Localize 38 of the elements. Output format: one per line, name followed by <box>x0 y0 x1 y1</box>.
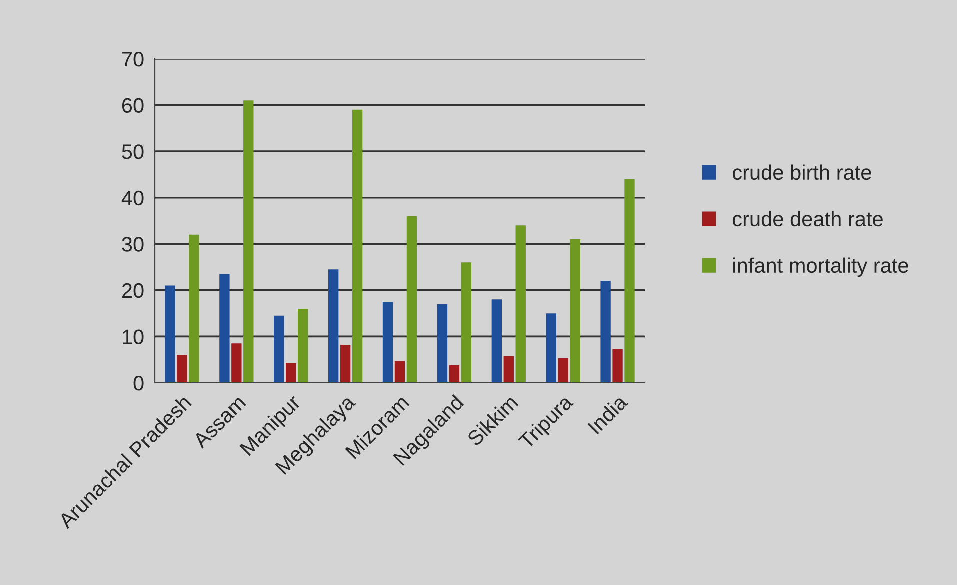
legend-label: infant mortality rate <box>734 258 908 278</box>
bar <box>570 240 580 383</box>
bar <box>624 179 635 383</box>
bar <box>340 345 351 383</box>
bar <box>461 262 472 383</box>
bar <box>504 356 514 383</box>
bar <box>600 281 611 383</box>
bar <box>328 270 339 383</box>
bar <box>546 314 556 383</box>
legend-label: crude birth rate <box>733 164 872 180</box>
bar <box>352 110 363 383</box>
bar <box>232 344 242 383</box>
bar <box>437 304 448 383</box>
bar <box>516 226 526 383</box>
bar <box>286 363 296 383</box>
bar <box>382 302 394 383</box>
bar <box>220 274 230 383</box>
bar <box>165 286 176 383</box>
bar <box>406 216 418 383</box>
bar <box>298 308 308 383</box>
bar <box>492 300 502 383</box>
bar <box>177 355 188 383</box>
y-tick-label: 0 <box>134 376 144 391</box>
bar <box>244 100 254 383</box>
y-tick-label: 40 <box>122 190 144 206</box>
bar <box>189 234 200 383</box>
y-tick-label: 20 <box>122 283 144 298</box>
bar <box>449 365 460 383</box>
y-tick-label: 10 <box>123 330 144 344</box>
y-tick-label: 70 <box>122 52 144 67</box>
bar <box>394 361 406 383</box>
bar <box>274 316 284 383</box>
y-tick-label: 30 <box>122 237 144 252</box>
bar <box>558 358 568 383</box>
legend-label: crude death rate <box>733 211 883 227</box>
y-tick-label: 60 <box>122 98 144 114</box>
bar <box>612 349 623 383</box>
y-tick-label: 50 <box>122 144 144 160</box>
